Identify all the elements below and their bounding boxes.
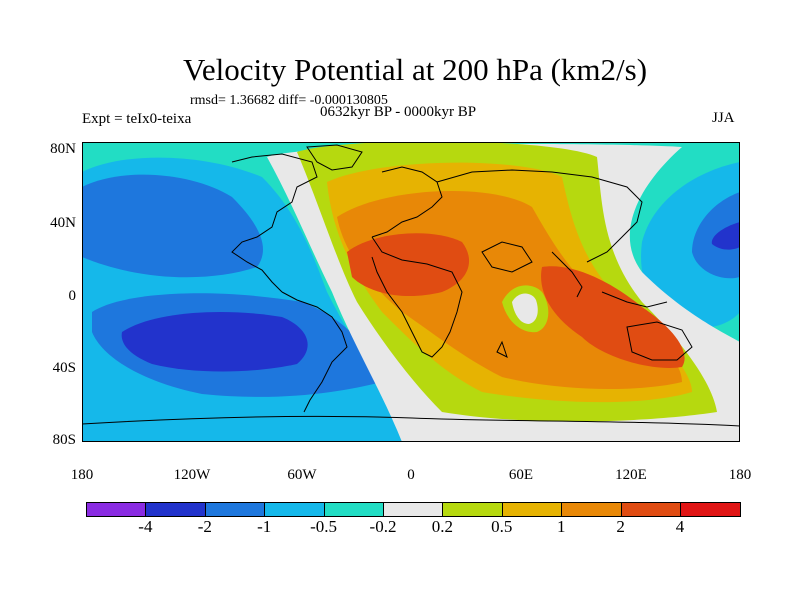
colorbar-label-1: -2 — [197, 517, 212, 536]
experiment-label: Expt = teIx0-teixa — [82, 111, 192, 127]
map-panel — [82, 142, 740, 442]
field-plus-2-east — [541, 266, 685, 368]
lon-label-180e: 180 — [728, 467, 752, 483]
lon-label-180w: 180 — [70, 467, 94, 483]
field-minus-05-east — [641, 162, 740, 329]
colorbar-label-2: -1 — [257, 517, 272, 536]
colorbar-box-9 — [621, 503, 681, 516]
colorbar — [86, 502, 742, 517]
lon-label-60w: 60W — [287, 467, 317, 483]
colorbar-box-8 — [562, 503, 622, 516]
colorbar-label-6: 0.5 — [491, 517, 513, 536]
colorbar-box-3 — [265, 503, 325, 516]
colorbar-box-0 — [87, 503, 147, 516]
field-hole-africa-inner — [512, 293, 538, 324]
colorbar-box-7 — [502, 503, 563, 516]
colorbar-label-8: 2 — [616, 517, 625, 536]
colorbar-label-9: 4 — [675, 517, 685, 536]
stats-label: rmsd= 1.36682 diff= -0.000130805 — [190, 93, 388, 108]
colorbar-label-0: -4 — [138, 517, 153, 536]
colorbar-label-5: 0.2 — [431, 517, 454, 536]
colorbar-box-5 — [383, 503, 444, 516]
lon-label-120w: 120W — [173, 467, 211, 483]
field-minus-2-west — [121, 312, 308, 372]
lat-label-40n: 40N — [50, 215, 76, 231]
season-label: JJA — [712, 110, 735, 126]
colorbar-box-4 — [324, 503, 384, 516]
lon-label-0: 0 — [407, 467, 415, 483]
lon-label-120e: 120E — [615, 467, 647, 483]
lat-label-40s: 40S — [52, 360, 76, 376]
field-plus-2-west — [347, 233, 470, 297]
lat-label-80n: 80N — [50, 141, 76, 157]
colorbar-box-1 — [146, 503, 206, 516]
colorbar-box-2 — [205, 503, 266, 516]
colorbar-label-3: -0.5 — [310, 517, 338, 536]
lat-label-80s: 80S — [52, 432, 76, 448]
colorbar-box-6 — [443, 503, 503, 516]
plot-title: Velocity Potential at 200 hPa (km2/s) — [182, 52, 648, 87]
lat-label-0: 0 — [68, 288, 77, 304]
colorbar-box-10 — [680, 503, 741, 516]
field-minus-1-west — [82, 174, 263, 278]
colorbar-label-7: 1 — [556, 517, 566, 536]
map-field — [82, 142, 740, 442]
lon-label-60e: 60E — [508, 467, 534, 483]
coastlines — [82, 144, 740, 427]
field-minus-2-east — [711, 222, 740, 250]
period-label: 0632kyr BP - 0000kyr BP — [320, 104, 477, 120]
colorbar-label-4: -0.2 — [369, 517, 397, 536]
